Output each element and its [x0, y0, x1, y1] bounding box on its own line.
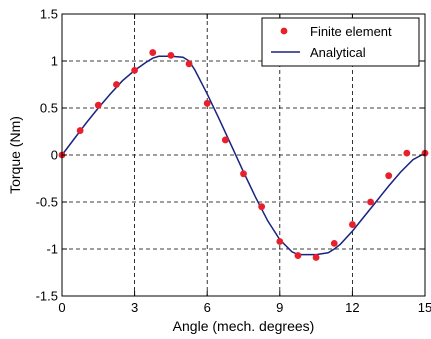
y-tick-label: 0.5 — [40, 101, 58, 116]
y-axis-label: Torque (Nm) — [7, 116, 23, 194]
finite-element-point — [258, 203, 266, 211]
finite-element-point — [76, 127, 84, 134]
legend-box — [261, 17, 420, 67]
y-tick-label: 1 — [51, 54, 58, 69]
legend: Finite element Analytical — [261, 17, 420, 67]
x-tick-label: 3 — [131, 300, 138, 315]
x-tick-label: 12 — [345, 300, 359, 315]
x-tick-label: 15 — [418, 300, 431, 315]
finite-element-point — [385, 172, 393, 180]
y-tick-label: 1.5 — [40, 7, 58, 22]
finite-element-point — [330, 239, 338, 247]
finite-element-point — [312, 254, 320, 261]
finite-element-point — [185, 60, 193, 68]
finite-element-point — [276, 238, 284, 245]
y-tick-label: 0 — [51, 148, 58, 163]
finite-element-point — [131, 67, 139, 74]
finite-element-point — [203, 99, 211, 107]
finite-element-point — [167, 51, 175, 59]
finite-element-point — [294, 252, 302, 259]
legend-label-analytical: Analytical — [310, 45, 366, 60]
tick-layer: 0 3 6 9 12 15 -1.5 -1 -0.5 0 0.5 1 1.5 — [36, 7, 431, 316]
finite-element-point — [403, 149, 411, 157]
finite-element-point — [240, 170, 247, 178]
y-tick-label: -0.5 — [36, 195, 58, 210]
series-layer — [58, 49, 429, 261]
y-tick-label: -1 — [46, 242, 58, 257]
x-tick-label: 6 — [204, 300, 211, 315]
x-tick-label: 9 — [276, 300, 283, 315]
x-axis-label: Angle (mech. degrees) — [173, 318, 315, 334]
finite-element-point — [221, 136, 229, 144]
finite-element-point — [94, 101, 102, 109]
finite-element-point — [113, 81, 120, 88]
x-tick-label: 0 — [58, 300, 65, 315]
legend-label-finite-element: Finite element — [310, 24, 392, 39]
finite-element-point — [349, 221, 356, 228]
legend-marker-finite-element — [280, 27, 288, 35]
y-tick-label: -1.5 — [36, 289, 58, 304]
finite-element-point — [367, 198, 374, 206]
finite-element-point — [149, 49, 157, 56]
